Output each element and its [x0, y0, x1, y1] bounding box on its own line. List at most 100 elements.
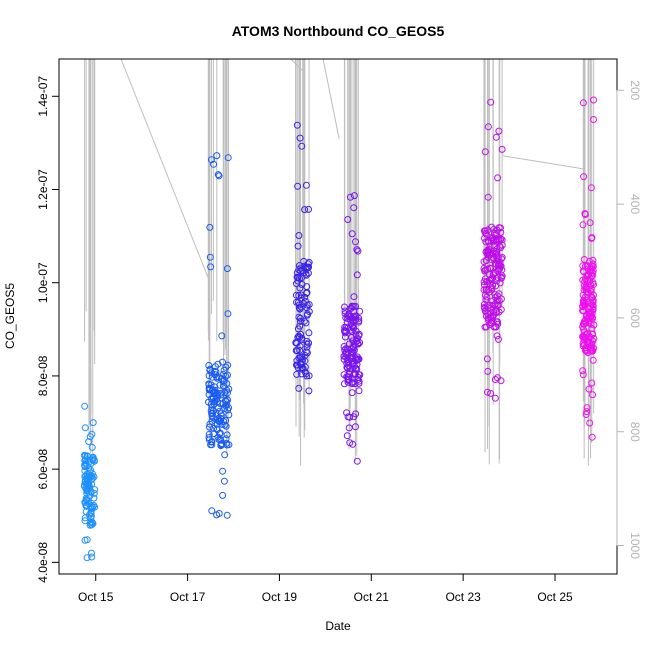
- data-point: [350, 344, 358, 352]
- data-point: [346, 367, 354, 375]
- data-point: [304, 260, 312, 268]
- data-point: [208, 417, 216, 425]
- data-point: [587, 184, 595, 192]
- data-point: [302, 348, 310, 356]
- data-point: [582, 411, 590, 418]
- y2-tick-label: 1000: [628, 532, 642, 559]
- data-point: [498, 145, 506, 153]
- data-point: [346, 193, 354, 201]
- data-point: [294, 325, 302, 333]
- data-point: [580, 333, 588, 341]
- data-point: [352, 238, 359, 246]
- data-point: [492, 133, 500, 141]
- pressure-transit-line: [95, 58, 209, 279]
- data-point: [486, 243, 494, 250]
- data-point: [484, 304, 492, 312]
- data-point: [480, 258, 488, 266]
- chart-title: ATOM3 Northbound CO_GEOS5: [232, 23, 445, 39]
- data-point: [585, 332, 593, 340]
- data-point: [583, 404, 591, 412]
- data-point: [87, 488, 95, 496]
- data-point: [86, 468, 94, 476]
- data-point: [292, 347, 300, 354]
- data-point: [482, 296, 490, 304]
- y-axis-label: CO_GEOS5: [3, 283, 17, 349]
- data-point: [220, 477, 228, 485]
- data-point: [87, 460, 95, 468]
- data-point: [483, 355, 491, 363]
- data-point: [344, 358, 352, 366]
- data-point: [348, 355, 356, 363]
- data-point: [296, 317, 304, 325]
- data-point: [305, 301, 313, 308]
- data-point: [585, 289, 592, 297]
- data-point: [90, 494, 98, 502]
- data-point: [495, 335, 502, 343]
- data-point: [354, 247, 362, 255]
- data-point: [487, 265, 495, 273]
- pressure-lines: [84, 58, 595, 466]
- data-point: [206, 223, 214, 231]
- data-point: [484, 265, 492, 273]
- data-point: [88, 549, 95, 557]
- data-point: [498, 266, 506, 274]
- data-point: [205, 380, 213, 388]
- data-point: [294, 242, 302, 250]
- data-point: [494, 255, 502, 263]
- data-point: [350, 293, 358, 301]
- data-point: [305, 339, 313, 347]
- data-point: [81, 498, 89, 506]
- data-point: [83, 483, 91, 491]
- data-point: [85, 464, 93, 472]
- data-point: [343, 363, 351, 371]
- data-point: [86, 519, 94, 527]
- data-point: [497, 228, 505, 236]
- data-point: [589, 337, 597, 345]
- data-point: [224, 389, 231, 397]
- data-point: [491, 394, 499, 402]
- data-point: [589, 303, 597, 311]
- data-point: [581, 278, 589, 286]
- data-point: [480, 278, 488, 286]
- data-point: [224, 310, 232, 318]
- data-point: [217, 414, 224, 422]
- data-point: [206, 423, 213, 431]
- data-point: [293, 339, 301, 347]
- data-point: [217, 410, 225, 418]
- data-point: [89, 453, 97, 461]
- data-point: [584, 272, 592, 280]
- data-point: [212, 409, 220, 417]
- data-point: [481, 323, 489, 331]
- data-point: [481, 148, 489, 156]
- data-point: [212, 368, 220, 376]
- data-point: [224, 371, 231, 379]
- data-point: [303, 372, 311, 380]
- data-point: [341, 327, 349, 335]
- data-point: [579, 221, 587, 229]
- data-point: [343, 349, 350, 357]
- data-point: [484, 123, 492, 131]
- data-point: [296, 305, 304, 313]
- data-point: [293, 273, 301, 281]
- data-point: [221, 421, 229, 429]
- y-tick-label: 8.0e-08: [36, 355, 50, 396]
- data-point: [88, 443, 96, 451]
- data-point: [498, 273, 506, 281]
- data-point: [208, 441, 216, 449]
- data-point: [494, 174, 502, 182]
- data-point: [341, 323, 349, 331]
- data-point: [586, 219, 594, 227]
- data-point: [346, 439, 354, 447]
- data-point: [355, 371, 363, 378]
- data-point: [487, 313, 494, 321]
- data-point: [350, 204, 358, 212]
- data-point: [585, 385, 593, 393]
- data-point: [352, 410, 360, 418]
- data-point: [210, 424, 218, 432]
- data-point: [218, 421, 226, 428]
- pressure-transit-line: [290, 58, 303, 71]
- data-point: [491, 376, 499, 383]
- data-point: [494, 318, 501, 326]
- data-point: [300, 317, 308, 325]
